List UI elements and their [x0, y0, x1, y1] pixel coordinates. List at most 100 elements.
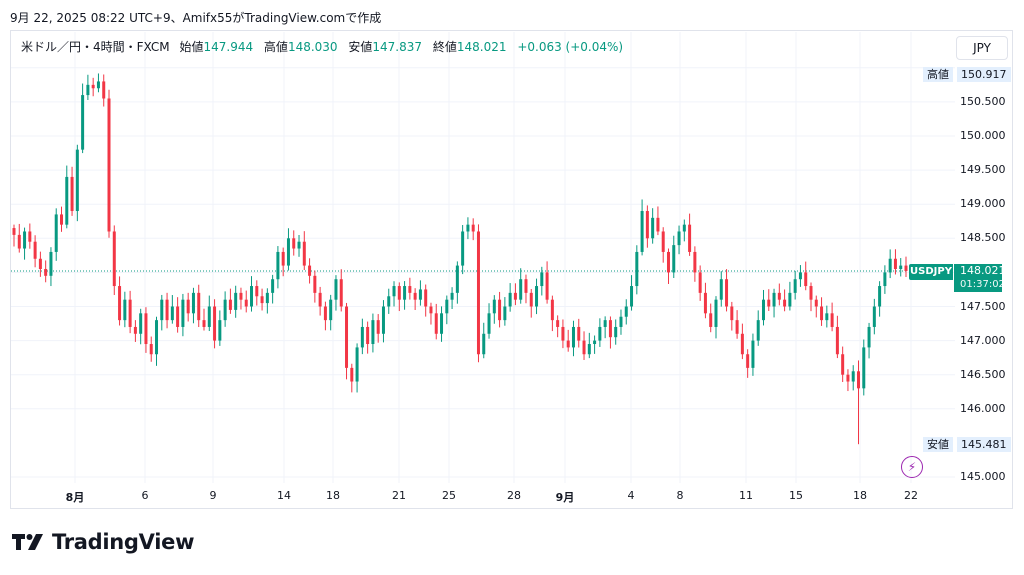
- time-tick-label: 6: [141, 489, 149, 502]
- bar-countdown: 01:37:02: [960, 279, 1005, 290]
- candle-body: [112, 231, 116, 287]
- candle-body: [814, 299, 818, 307]
- candle-body: [904, 265, 908, 271]
- candle-body: [429, 306, 433, 314]
- candle-body: [645, 211, 649, 239]
- candle-body: [862, 347, 866, 389]
- candle-body: [366, 326, 370, 345]
- candle-body: [608, 320, 612, 338]
- candle-body: [693, 251, 697, 273]
- currency-button[interactable]: JPY: [956, 36, 1008, 60]
- legend-symbol[interactable]: 米ドル／円・4時間・FXCM: [21, 40, 170, 54]
- candle-body: [571, 326, 575, 348]
- candle-body: [709, 313, 713, 327]
- legend-low-value: 147.837: [372, 40, 423, 54]
- candle-body: [872, 306, 876, 327]
- candle-body: [698, 272, 702, 293]
- candle-body: [202, 320, 206, 327]
- candle-body: [434, 313, 438, 334]
- candle-body: [513, 292, 517, 300]
- candle-body: [244, 299, 248, 307]
- time-tick-label: 11: [739, 489, 753, 502]
- candle-body: [286, 238, 290, 266]
- candle-body: [751, 340, 755, 368]
- candle-body: [403, 286, 407, 300]
- candle-body: [44, 268, 48, 276]
- period-high-tag-label: 高値: [923, 67, 953, 82]
- candle-body: [223, 299, 227, 321]
- candle-body: [851, 371, 855, 382]
- candle-body: [666, 251, 670, 273]
- candle-body: [508, 292, 512, 307]
- candle-body: [281, 251, 285, 266]
- time-tick-label: 9: [209, 489, 217, 502]
- candle-body: [12, 228, 16, 235]
- candle-body: [207, 306, 211, 327]
- candle-body: [345, 306, 349, 368]
- candle-body: [714, 299, 718, 327]
- price-tick-label: 150.500: [960, 94, 1006, 108]
- legend-low-label: 安値: [348, 40, 373, 54]
- candle-body: [677, 231, 681, 246]
- time-tick-label: 28: [507, 489, 521, 502]
- candle-body: [54, 214, 58, 252]
- candle-body: [883, 272, 887, 287]
- candle-body: [139, 313, 143, 334]
- candle-body: [265, 292, 269, 304]
- candle-body: [688, 224, 692, 252]
- candle-body: [772, 292, 776, 307]
- candle-body: [661, 231, 665, 252]
- candle-body: [60, 214, 64, 225]
- candle-body: [33, 241, 37, 259]
- candle-body: [329, 299, 333, 321]
- candle-body: [767, 299, 771, 307]
- candle-body: [260, 296, 264, 304]
- candle-body: [38, 258, 42, 269]
- period-high-tag-value: 150.917: [957, 67, 1011, 82]
- candle-body: [318, 292, 322, 307]
- candle-body: [825, 313, 829, 321]
- time-tick-label: 4: [627, 489, 635, 502]
- candle-body: [856, 371, 860, 389]
- candle-body: [498, 299, 502, 321]
- candle-body: [350, 367, 354, 382]
- candle-body: [371, 320, 375, 345]
- candle-body: [535, 286, 539, 307]
- price-tick-label: 147.500: [960, 299, 1006, 313]
- candle-body: [176, 306, 180, 327]
- legend-high-label: 高値: [263, 40, 288, 54]
- candle-body: [756, 320, 760, 341]
- candle-body: [323, 306, 327, 321]
- candle-body: [17, 234, 21, 249]
- candle-body: [355, 347, 359, 382]
- candle-body: [376, 320, 380, 334]
- time-tick-label: 8月: [65, 491, 85, 504]
- chart-frame[interactable]: [10, 30, 1013, 509]
- candle-body: [170, 306, 174, 321]
- candle-body: [798, 272, 802, 280]
- candle-body: [783, 299, 787, 307]
- tradingview-logo[interactable]: TradingView: [12, 530, 194, 554]
- candle-body: [556, 320, 560, 327]
- candle-body: [455, 265, 459, 293]
- candle-body: [271, 279, 275, 293]
- legend-close-value: 148.021: [456, 40, 507, 54]
- price-tick-label: 146.500: [960, 367, 1006, 381]
- candle-body: [413, 292, 417, 300]
- candle-body: [740, 333, 744, 355]
- candle-body: [250, 286, 254, 307]
- candle-body: [820, 306, 824, 321]
- candle-body: [566, 340, 570, 348]
- candle-body: [656, 217, 660, 232]
- legend-high-value: 148.030: [287, 40, 338, 54]
- candle-body: [846, 374, 850, 382]
- candle-body: [899, 265, 903, 269]
- candle-body: [746, 354, 750, 368]
- lightning-icon[interactable]: ⚡: [901, 456, 923, 478]
- candle-body: [550, 299, 554, 321]
- time-tick-label: 8: [676, 489, 684, 502]
- period-low-tag-value: 145.481: [957, 437, 1011, 452]
- candle-body: [793, 279, 797, 293]
- candle-body: [635, 251, 639, 287]
